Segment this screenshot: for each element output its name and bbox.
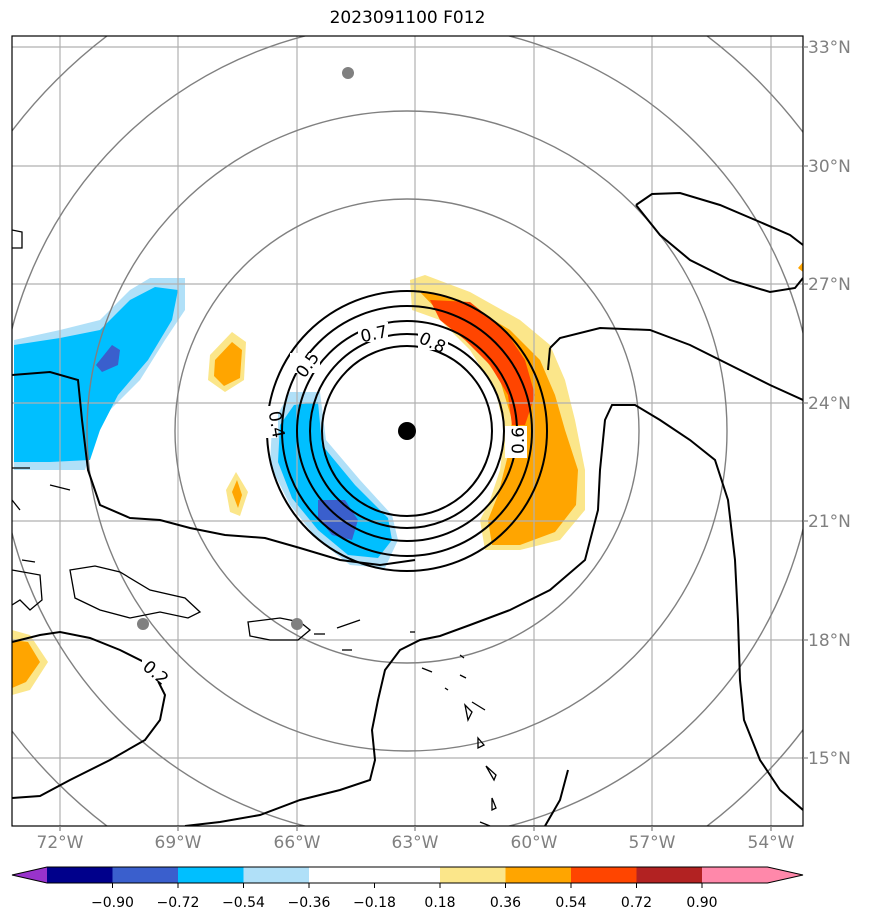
- station-marker: [342, 67, 354, 79]
- lat-tick-label: 27°N: [808, 275, 851, 295]
- colorbar-segment: [636, 867, 702, 883]
- colorbar-segment: [702, 867, 768, 883]
- contour-label: 0.4: [264, 410, 288, 440]
- lat-tick-label: 15°N: [808, 749, 851, 769]
- map-title: 2023091100 F012: [329, 8, 486, 28]
- colorbar-segment: [47, 867, 113, 883]
- lat-tick-label: 33°N: [808, 38, 851, 58]
- colorbar-label: 0.18: [424, 895, 455, 911]
- colorbar-segment: [374, 867, 440, 883]
- station-marker: [291, 618, 303, 630]
- colorbar-label: −0.90: [91, 895, 134, 911]
- probability-contours: [12, 191, 803, 826]
- colorbar-label: −0.18: [353, 895, 396, 911]
- lat-tick-label: 18°N: [808, 631, 851, 651]
- lon-tick-label: 60°W: [511, 833, 558, 853]
- colorbar: −0.90 −0.72 −0.54 −0.36 −0.18 0.18 0.36 …: [11, 866, 804, 911]
- colorbar-extend-low: [12, 867, 47, 883]
- colorbar-label: −0.36: [288, 895, 331, 911]
- colorbar-label: 0.90: [686, 895, 717, 911]
- station-marker: [137, 618, 149, 630]
- axis-ticks: [59, 46, 808, 831]
- colorbar-label: 0.54: [555, 895, 586, 911]
- colorbar-label: 0.72: [621, 895, 652, 911]
- storm-center-marker: [398, 422, 416, 440]
- colorbar-segment: [178, 867, 244, 883]
- contour-label: 0.6: [509, 427, 529, 454]
- colorbar-segment: [309, 867, 375, 883]
- colorbar-label: −0.54: [222, 895, 265, 911]
- longitude-labels: 72°W 69°W 66°W 63°W 60°W 57°W 54°W: [37, 833, 795, 853]
- lon-tick-label: 54°W: [748, 833, 795, 853]
- colorbar-segment: [505, 867, 571, 883]
- lat-tick-label: 30°N: [808, 157, 851, 177]
- lon-tick-label: 66°W: [274, 833, 321, 853]
- colorbar-label: −0.72: [157, 895, 200, 911]
- map-frame: [11, 35, 804, 827]
- lon-tick-label: 63°W: [392, 833, 439, 853]
- colorbar-segment: [112, 867, 178, 883]
- colorbar-extend-high: [767, 867, 803, 883]
- lat-tick-label: 21°N: [808, 512, 851, 532]
- colorbar-outline: [11, 866, 804, 884]
- colorbar-segment: [571, 867, 637, 883]
- coastlines: [12, 229, 497, 826]
- lon-tick-label: 57°W: [629, 833, 676, 853]
- negative-anomaly-fill: [14, 278, 398, 568]
- contour-labels: 0.7 0.8 0.5 0.4 0.6 0.2: [138, 322, 529, 690]
- lat-tick-label: 24°N: [808, 394, 851, 414]
- colorbar-segment: [243, 867, 309, 883]
- latitude-labels: 33°N 30°N 27°N 24°N 21°N 18°N 15°N: [808, 38, 851, 769]
- lon-tick-label: 72°W: [37, 833, 84, 853]
- lon-tick-label: 69°W: [155, 833, 202, 853]
- colorbar-label: 0.36: [490, 895, 521, 911]
- colorbar-segment: [440, 867, 506, 883]
